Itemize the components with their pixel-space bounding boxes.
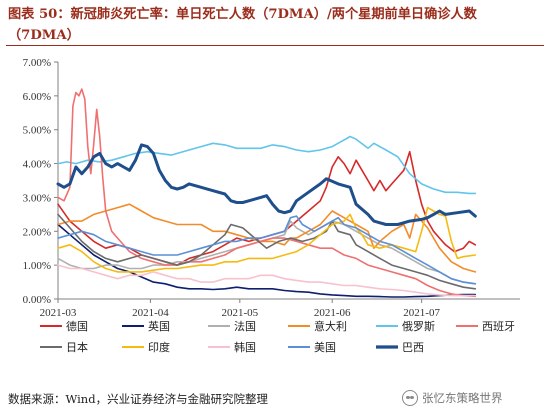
legend-label-6: 西班牙 [482, 320, 515, 333]
legend-label-9: 韩国 [234, 340, 256, 354]
legend-label-1: 德国 [66, 319, 88, 333]
y-tick-label: 1.00% [23, 260, 51, 272]
legend-label-7: 日本 [66, 340, 88, 354]
y-tick-label: 5.00% [23, 125, 51, 137]
y-tick-label: 6.00% [23, 91, 51, 103]
legend-label-5: 俄罗斯 [402, 320, 435, 333]
legend-label-11: 巴西 [402, 341, 424, 354]
y-tick-label: 7.00% [23, 57, 51, 69]
legend-label-4: 意大利 [314, 319, 347, 333]
line-chart: 0.00% 1.00% 2.00% 3.00% 4.00% 5.00% 6.00% 7.00%… [23, 57, 520, 354]
x-tick-label: 2021-04 [132, 307, 169, 319]
title-line-2: （7DMA） [8, 28, 80, 43]
legend-label-3: 法国 [234, 319, 256, 333]
watermark-text: 张忆东策略世界 [422, 391, 503, 405]
watermark: 张忆东策略世界 [402, 387, 503, 409]
series-line-11 [56, 143, 477, 226]
series-line-10 [57, 215, 477, 285]
x-tick-label: 2021-05 [221, 307, 258, 319]
title-line-1: 图表 50：新冠肺炎死亡率：单日死亡人数（7DMA）/两个星期前单日确诊人数 [8, 7, 477, 22]
series-line-7 [57, 213, 477, 290]
y-tick-label: 4.00% [23, 159, 51, 171]
legend-label-2: 英国 [148, 319, 170, 333]
series-line-6 [57, 88, 477, 298]
y-tick-label: 0.00% [23, 294, 51, 306]
x-tick-label: 2021-07 [403, 307, 440, 319]
x-tick-label: 2021-06 [314, 307, 351, 319]
legend-label-8: 印度 [148, 340, 170, 354]
wechat-icon [402, 390, 418, 406]
series-line-4 [57, 203, 477, 273]
legend-label-10: 美国 [314, 341, 336, 354]
series-line-3 [57, 220, 477, 285]
y-tick-label: 3.00% [23, 192, 51, 204]
title-divider [6, 45, 544, 46]
data-source-note: 数据来源：Wind，兴业证券经济与金融研究院整理 [8, 392, 269, 406]
page-title: 图表 50：新冠肺炎死亡率：单日死亡人数（7DMA）/两个星期前单日确诊人数 （… [8, 4, 544, 46]
x-tick-label: 2021-03 [40, 307, 77, 319]
series-line-9 [57, 264, 477, 297]
y-tick-label: 2.00% [23, 226, 51, 238]
series-line-5 [57, 135, 477, 195]
series-line-8 [57, 206, 477, 273]
